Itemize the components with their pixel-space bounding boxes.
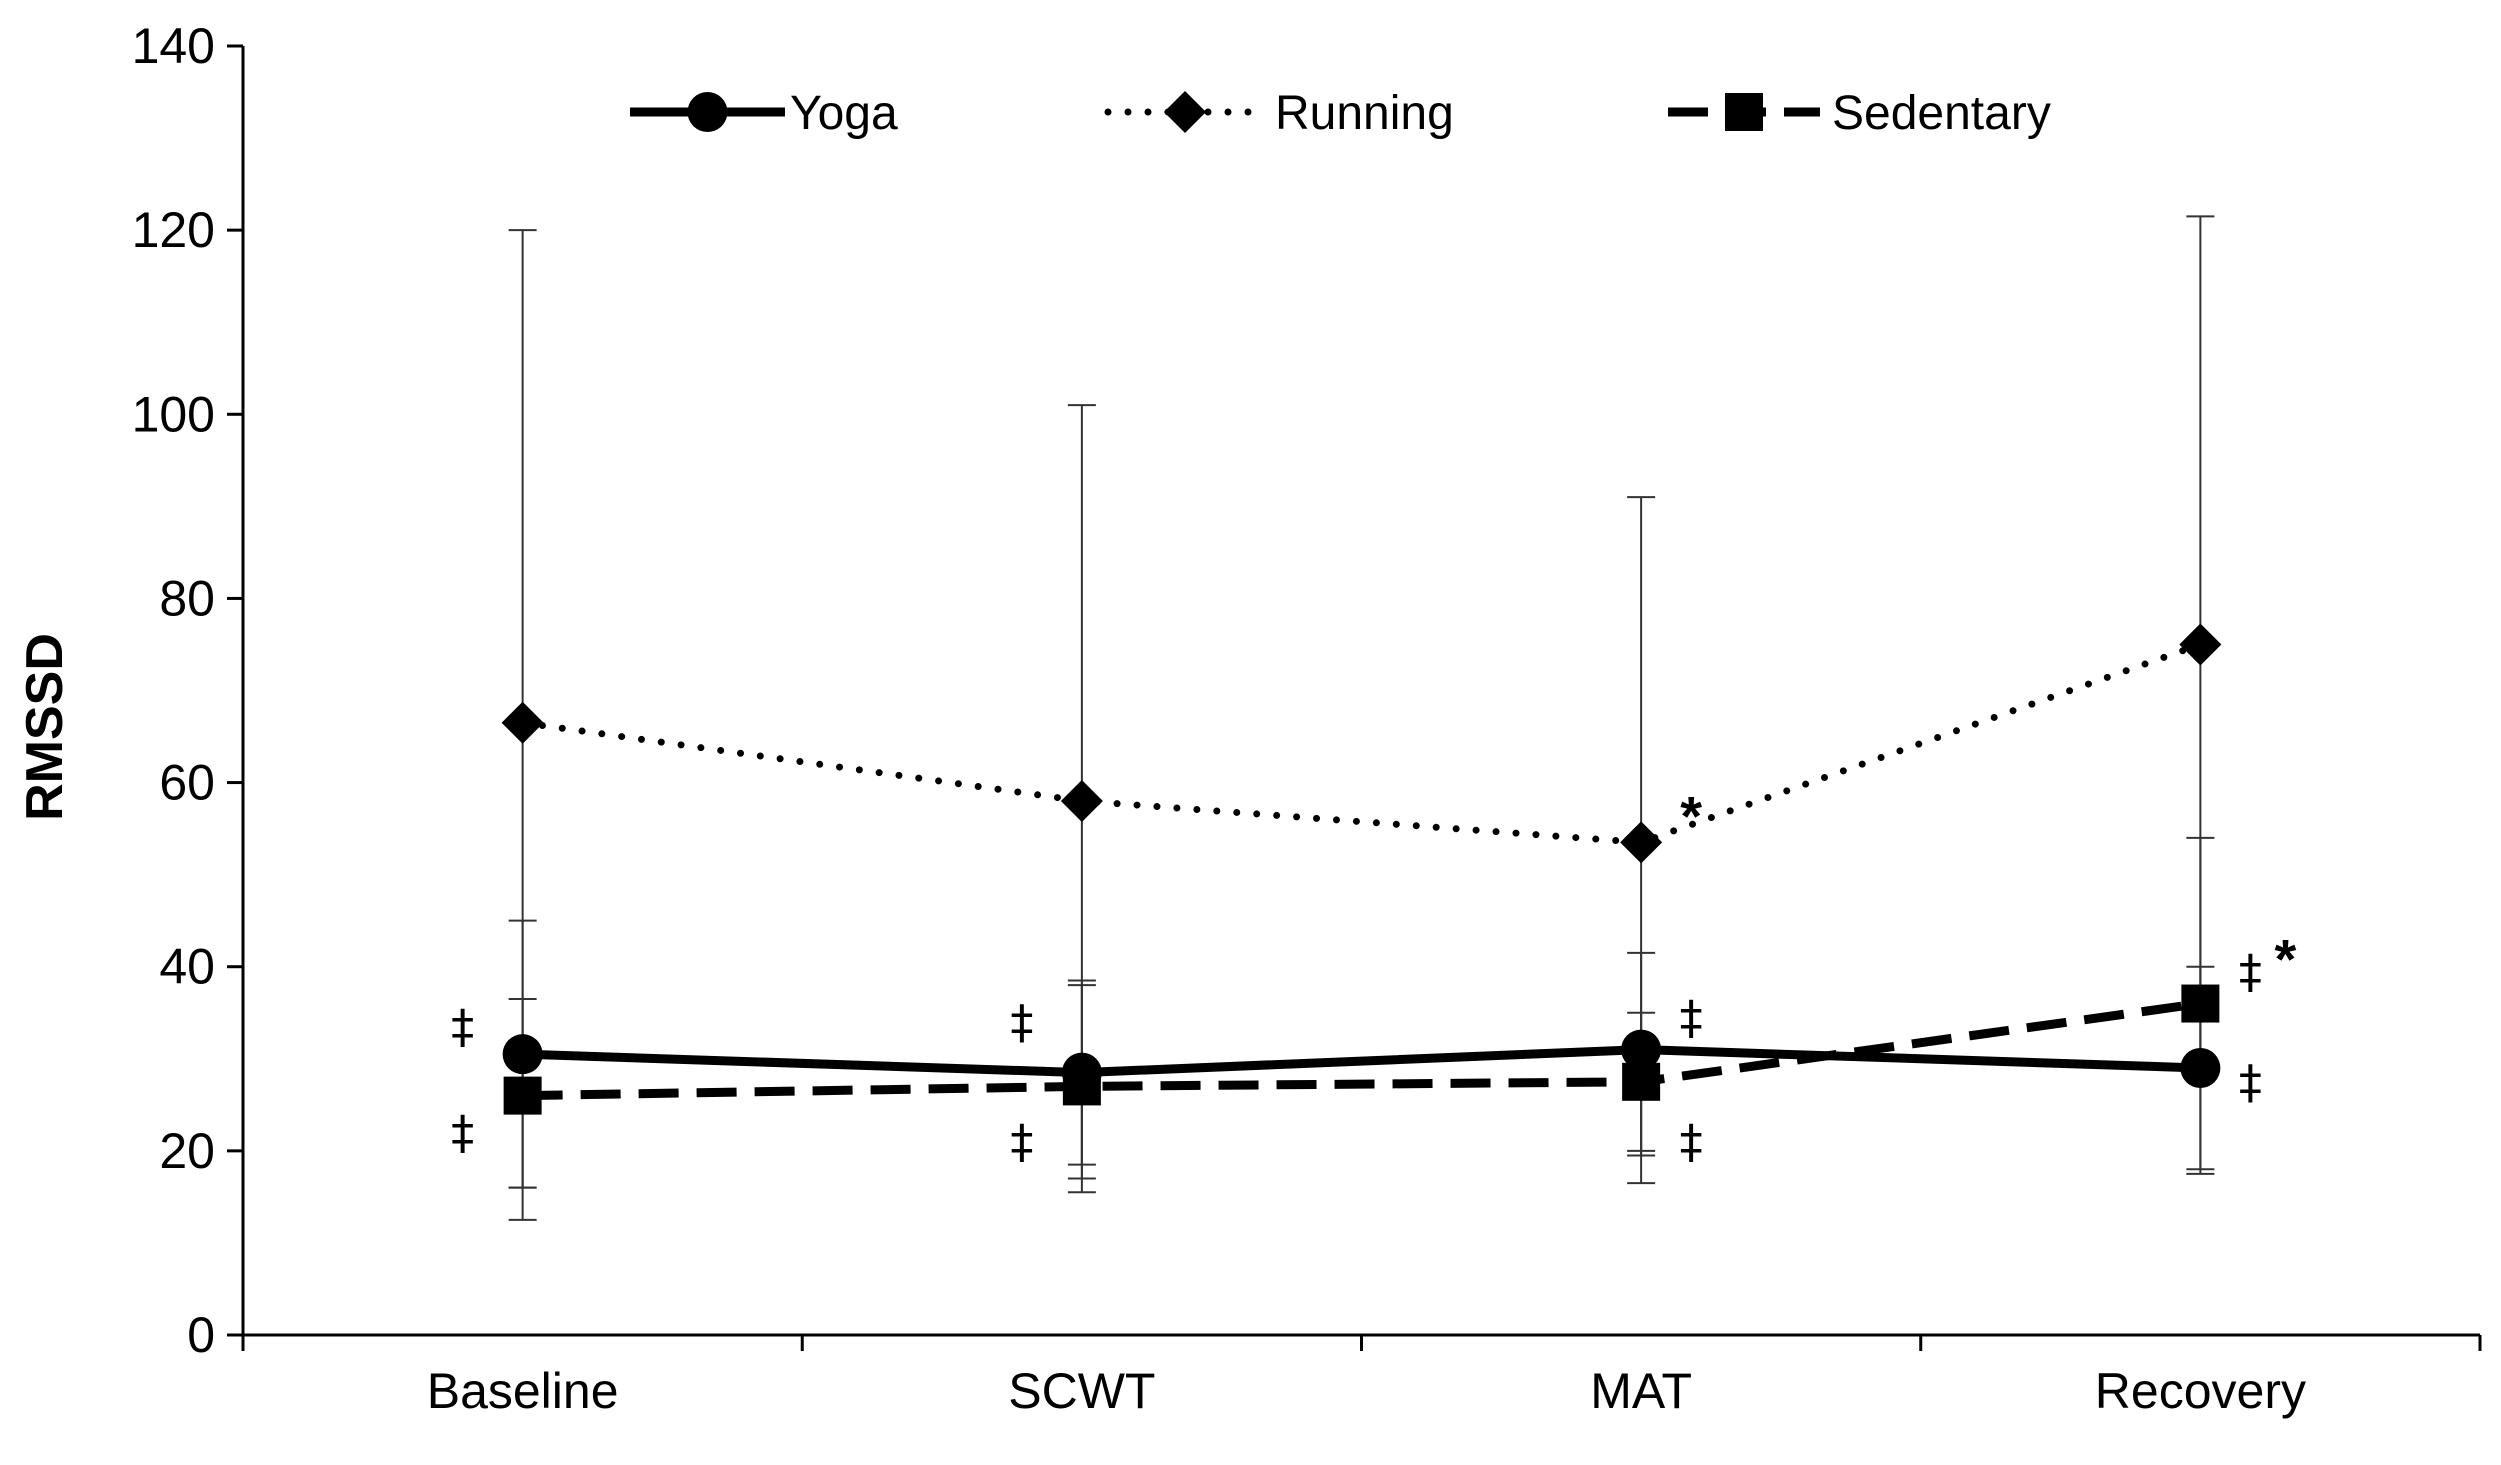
data-point-yoga-mat <box>1621 1029 1662 1070</box>
significance-dagger: ‡ <box>2239 944 2262 998</box>
series-line-sedentary <box>522 999 2201 1101</box>
data-point-running-scwt <box>1060 779 1103 822</box>
x-tick-label: Recovery <box>2095 1363 2306 1419</box>
legend-label-yoga: Yoga <box>790 87 898 140</box>
significance-star: * <box>2274 927 2296 990</box>
y-tick-label: 80 <box>159 570 215 626</box>
x-tick-label: SCWT <box>1008 1363 1155 1419</box>
legend-marker-sedentary <box>1725 93 1763 131</box>
data-point-running-mat <box>1620 821 1663 864</box>
significance-annotations: ‡‡‡‡*‡‡‡ *‡ <box>451 785 2296 1169</box>
legend-marker-running <box>1164 91 1206 133</box>
y-axis-title: RMSSD <box>16 633 74 821</box>
data-point-sedentary-scwt <box>1062 1067 1101 1106</box>
data-point-sedentary-baseline <box>503 1076 542 1115</box>
significance-dagger: ‡ <box>1010 995 1033 1049</box>
y-tick-label: 0 <box>187 1307 215 1363</box>
data-point-sedentary-mat <box>1622 1062 1661 1101</box>
series-line-running <box>519 640 2204 846</box>
x-tick-label: Baseline <box>427 1363 619 1419</box>
significance-dagger: ‡ <box>1010 1115 1033 1169</box>
legend-label-sedentary: Sedentary <box>1832 87 2051 140</box>
series-line-yoga <box>522 1045 2201 1078</box>
axes: 0 20 40 60 80 100 120 140 Baseline SCWT MAT Recover… <box>132 18 2482 1419</box>
series-markers <box>501 623 2222 1115</box>
significance-dagger: ‡ <box>2239 1055 2262 1109</box>
significance-star: * <box>1680 785 1702 848</box>
data-point-yoga-recovery <box>2180 1047 2221 1088</box>
series-lines <box>519 640 2204 1101</box>
legend: Yoga Running Sedentary <box>630 87 2051 140</box>
legend-marker-yoga <box>687 92 728 132</box>
significance-dagger: ‡ <box>451 1105 474 1159</box>
data-point-sedentary-recovery <box>2181 984 2220 1023</box>
data-point-yoga-baseline <box>502 1034 543 1075</box>
y-tick-label: 20 <box>159 1123 215 1179</box>
data-point-running-baseline <box>501 701 544 744</box>
data-point-running-recovery <box>2179 623 2222 666</box>
legend-label-running: Running <box>1275 87 1454 140</box>
significance-dagger: ‡ <box>1680 1115 1703 1169</box>
y-tick-label: 140 <box>132 18 215 74</box>
significance-dagger: ‡ <box>451 1000 474 1054</box>
y-tick-label: 100 <box>132 386 215 442</box>
error-bars <box>508 215 2215 1221</box>
x-tick-label: MAT <box>1590 1363 1692 1419</box>
y-tick-label: 60 <box>159 755 215 811</box>
y-tick-label: 40 <box>159 939 215 995</box>
y-tick-label: 120 <box>132 202 215 258</box>
significance-dagger: ‡ <box>1680 990 1703 1044</box>
